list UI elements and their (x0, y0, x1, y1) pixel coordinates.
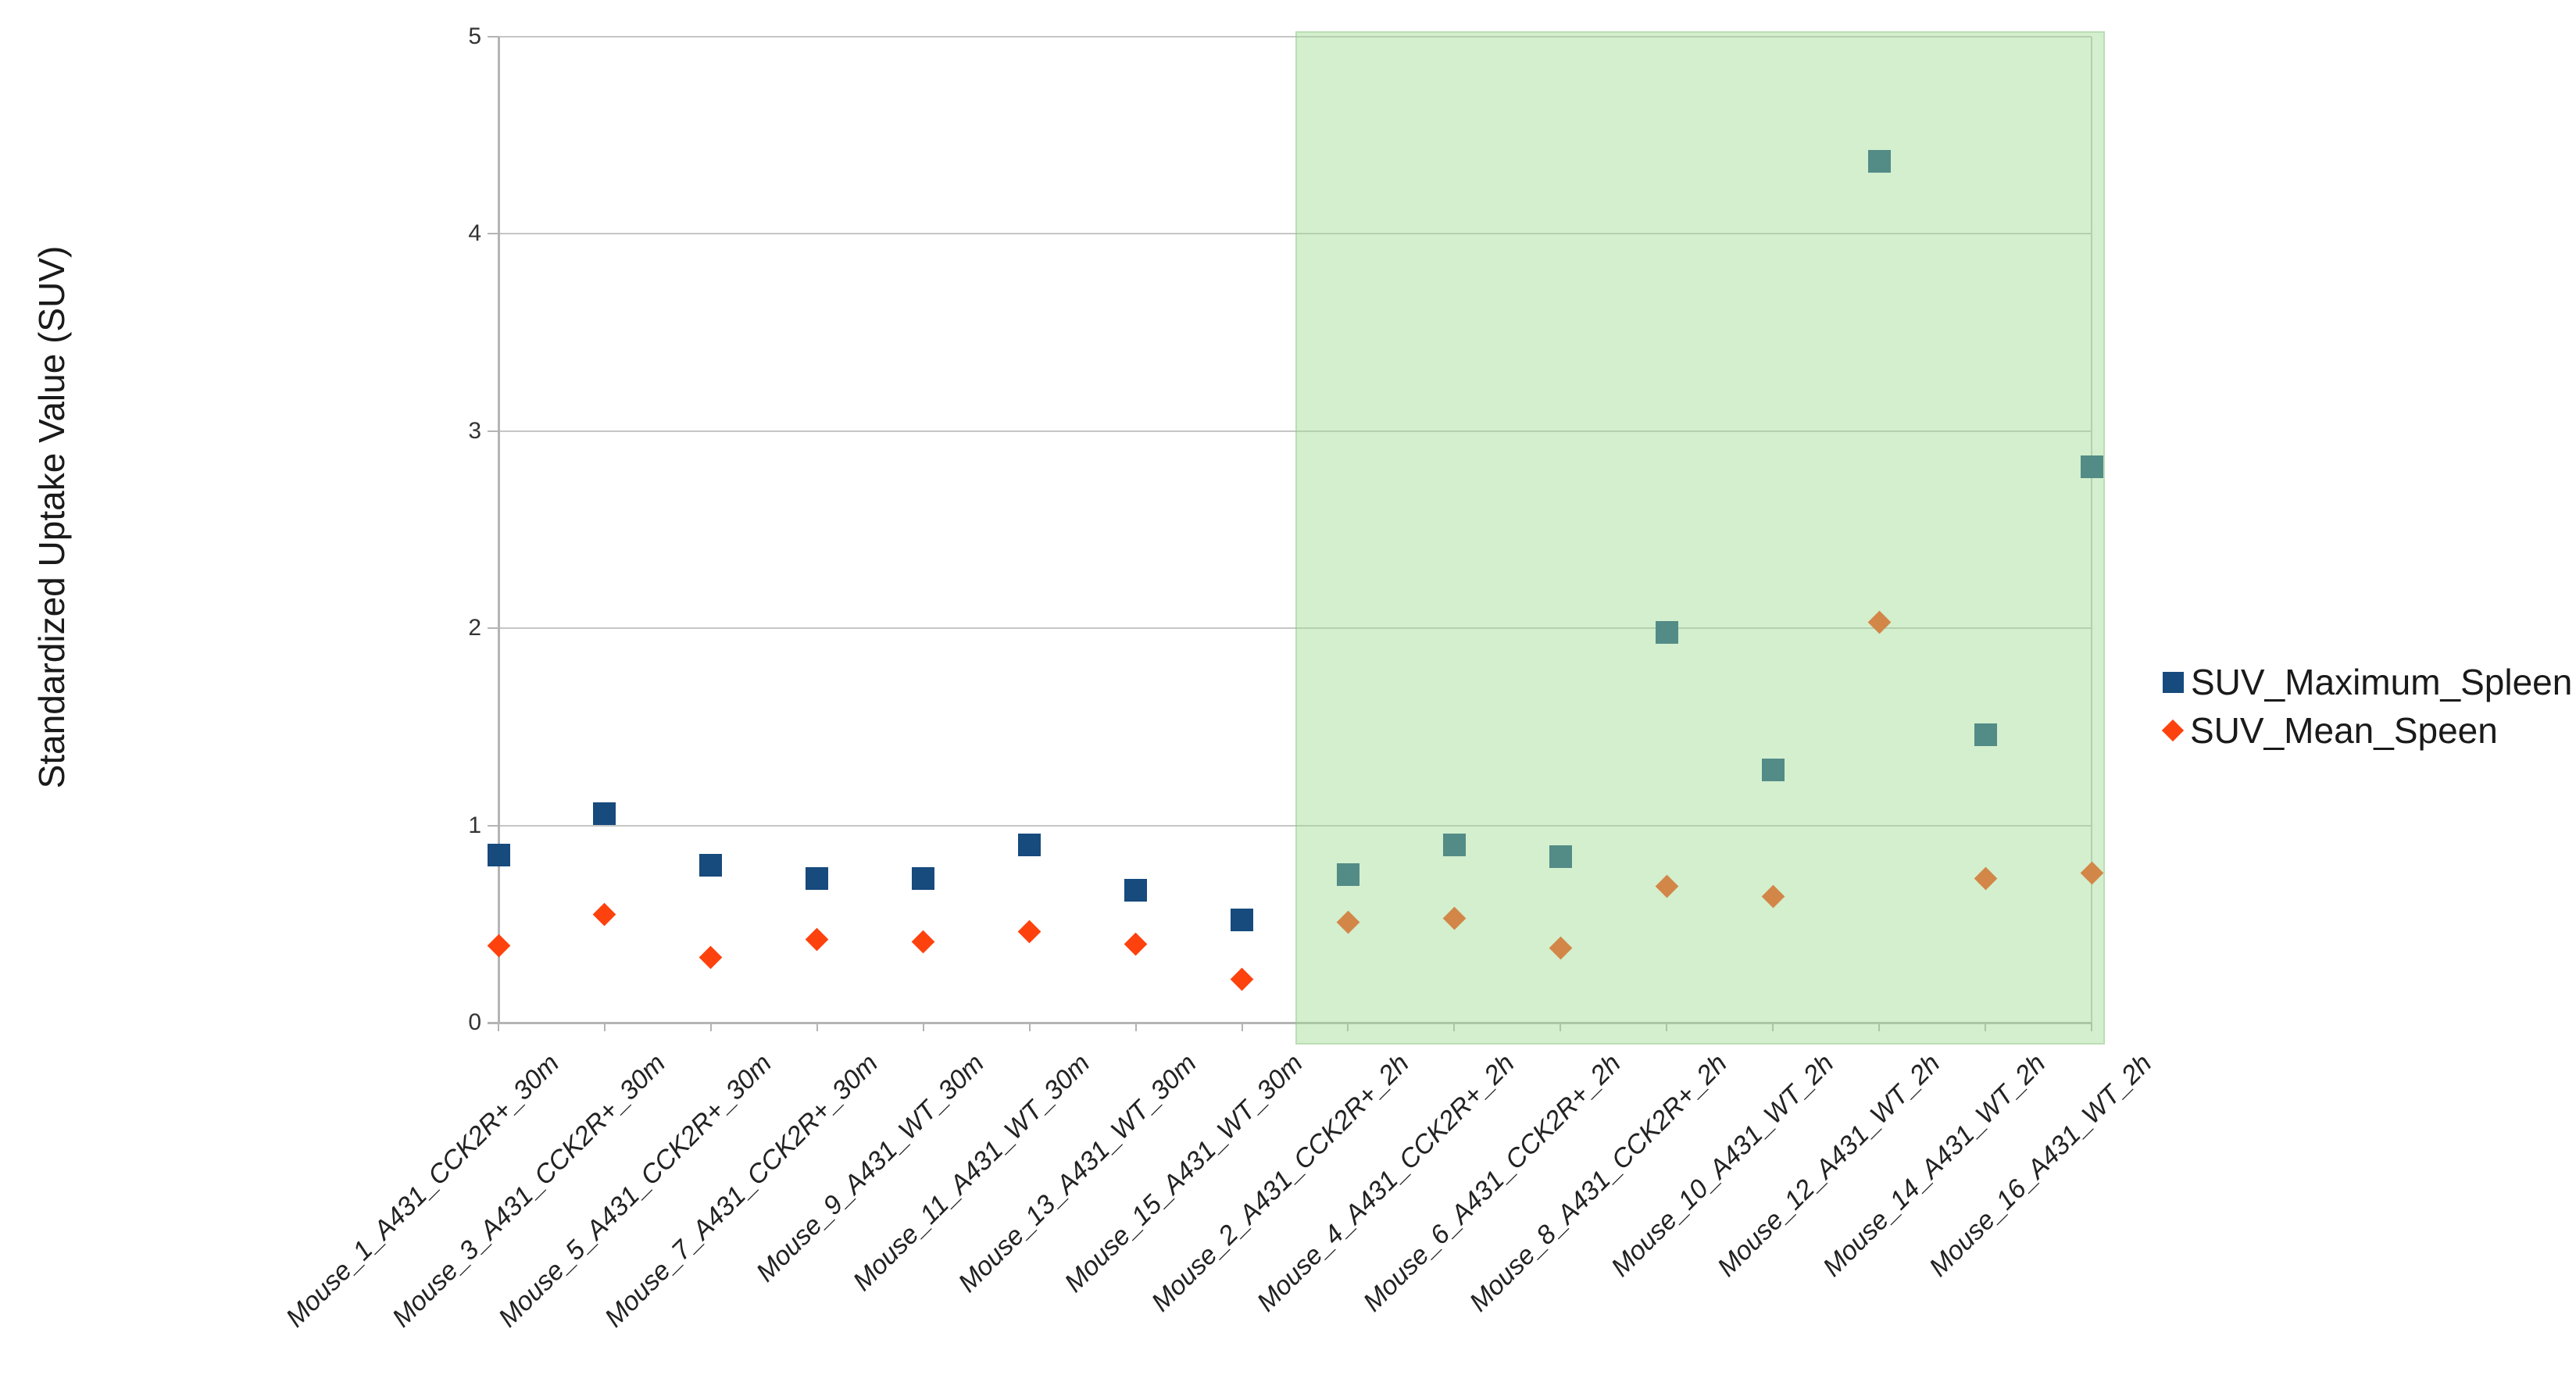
data-point-square (1655, 620, 1678, 644)
x-tick-mark (1453, 1023, 1456, 1031)
diamond-marker-icon (2161, 719, 2185, 742)
x-tick-mark (498, 1023, 499, 1031)
highlight-region-2h (1295, 31, 2105, 1045)
y-tick-mark (488, 430, 498, 432)
data-point-square (487, 843, 510, 866)
x-category-label: Mouse_10_A431_WT_2h (1605, 1048, 1840, 1283)
legend-label: SUV_Maximum_Spleen (2191, 662, 2573, 702)
data-point-diamond (805, 928, 829, 952)
x-tick-mark (603, 1023, 606, 1031)
y-tick-label: 2 (468, 615, 481, 641)
data-point-diamond (699, 945, 723, 970)
gridline-y4 (498, 233, 2092, 235)
gridline-y1 (498, 824, 2092, 827)
x-tick-mark (709, 1023, 712, 1031)
data-point-diamond (1230, 967, 1254, 991)
y-tick-mark (488, 233, 498, 235)
data-point-square (806, 867, 829, 891)
data-point-square (2080, 455, 2103, 478)
y-tick-label: 5 (468, 23, 481, 49)
x-category-label: Mouse_16_A431_WT_2h (1924, 1048, 2158, 1283)
y-tick-label: 3 (468, 417, 481, 444)
data-point-diamond (1017, 920, 1041, 944)
data-point-square (1442, 834, 1466, 857)
x-tick-mark (816, 1023, 818, 1031)
x-tick-mark (1560, 1023, 1562, 1031)
data-point-square (699, 853, 723, 877)
y-tick-label: 4 (468, 220, 481, 247)
x-tick-mark (2091, 1023, 2092, 1031)
data-point-square (912, 867, 935, 891)
x-tick-mark (1666, 1023, 1668, 1031)
legend: SUV_Maximum_Spleen SUV_Mean_Speen (2161, 658, 2573, 755)
y-axis-line (498, 37, 500, 1024)
x-tick-mark (1134, 1023, 1137, 1031)
x-axis-line (488, 1022, 2092, 1024)
data-point-diamond (487, 934, 510, 958)
data-point-square (1231, 909, 1254, 932)
y-tick-mark (488, 1022, 498, 1023)
x-tick-mark (1241, 1023, 1243, 1031)
y-tick-mark (488, 627, 498, 630)
data-point-square (1974, 723, 1997, 746)
x-tick-mark (1772, 1023, 1774, 1031)
plot-right-border (2091, 37, 2092, 1023)
x-tick-mark (922, 1023, 924, 1031)
data-point-diamond (593, 902, 616, 927)
data-point-square (1124, 879, 1148, 902)
data-point-diamond (1124, 932, 1148, 955)
data-point-diamond (911, 930, 935, 954)
gridline-y2 (498, 627, 2092, 630)
data-point-square (1761, 759, 1785, 782)
gridline-y3 (498, 430, 2092, 432)
data-point-square (1336, 863, 1359, 887)
data-point-square (1867, 149, 1891, 173)
x-tick-mark (1985, 1023, 1987, 1031)
legend-label: SUV_Mean_Speen (2190, 710, 2498, 751)
x-category-label: Mouse_14_A431_WT_2h (1817, 1048, 2052, 1283)
x-tick-mark (1347, 1023, 1349, 1031)
data-point-square (1549, 845, 1572, 869)
data-point-square (1018, 834, 1041, 857)
legend-entry-suv-maximum-spleen: SUV_Maximum_Spleen (2163, 658, 2573, 706)
y-tick-label: 1 (468, 812, 481, 838)
square-marker-icon (2163, 671, 2184, 693)
y-tick-mark (488, 36, 498, 38)
y-tick-mark (488, 824, 498, 827)
legend-entry-suv-mean-speen: SUV_Mean_Speen (2161, 706, 2569, 755)
x-category-label: Mouse_12_A431_WT_2h (1711, 1048, 1946, 1283)
data-point-square (593, 802, 616, 825)
x-tick-mark (1878, 1023, 1881, 1031)
gridline-y5 (498, 36, 2092, 38)
y-tick-label: 0 (468, 1009, 481, 1035)
x-tick-mark (1028, 1023, 1031, 1031)
